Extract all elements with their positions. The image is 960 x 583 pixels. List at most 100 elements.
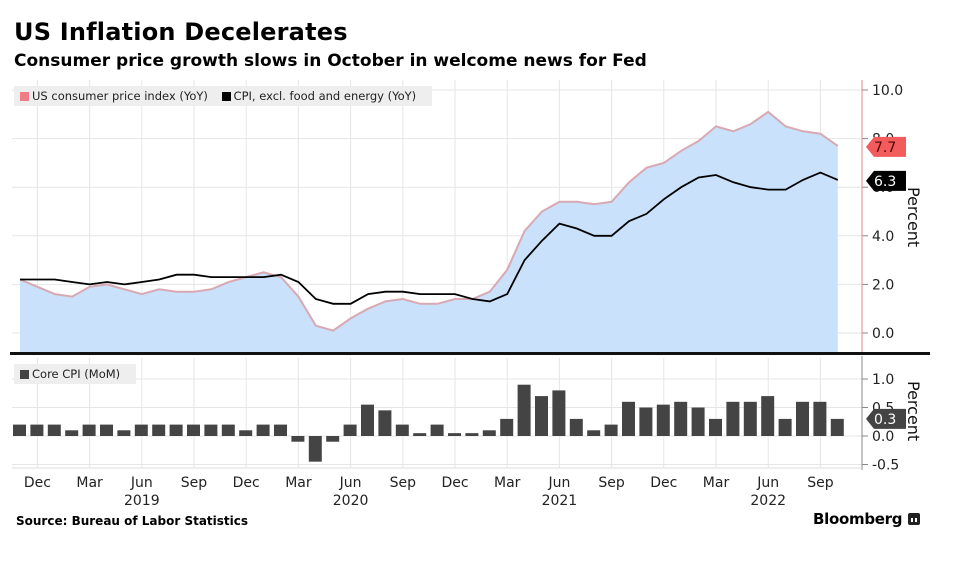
legend-item-cpi[interactable]: US consumer price index (YoY) — [20, 89, 208, 103]
bar-swatch-icon — [20, 370, 29, 379]
core-mom-bar — [691, 407, 705, 436]
cpi-swatch-icon — [20, 92, 29, 101]
core-mom-bar — [361, 404, 374, 436]
core-last-value-tag-label: 6.3 — [874, 174, 896, 190]
panel-separator — [10, 352, 930, 355]
xtick-label: Mar — [703, 475, 730, 491]
core-mom-bar — [430, 424, 444, 436]
ytick-label-top: 0.0 — [872, 326, 894, 342]
xtick-year-label: 2021 — [542, 493, 578, 509]
legend-item-core[interactable]: CPI, excl. food and energy (YoY) — [221, 89, 417, 103]
core-mom-bar — [274, 424, 287, 436]
core-mom-bar — [308, 436, 322, 462]
chart-subtitle: Consumer price growth slows in October i… — [14, 51, 647, 71]
xtick-label: Dec — [650, 475, 677, 491]
core-mom-bar — [552, 390, 566, 436]
bottom-legend: Core CPI (MoM) — [14, 364, 137, 384]
core-mom-bar — [674, 401, 688, 436]
core-mom-bar — [169, 424, 183, 436]
ytick-label-top: 2.0 — [872, 277, 894, 293]
xtick-label: Mar — [285, 475, 312, 491]
xtick-label: Dec — [233, 475, 260, 491]
core-mom-bar — [639, 407, 653, 436]
core-mom-bar — [778, 418, 792, 436]
top-legend: US consumer price index (YoY) CPI, excl.… — [14, 86, 433, 106]
xtick-label: Jun — [756, 475, 779, 491]
core-mom-bar — [204, 424, 218, 436]
xtick-label: Sep — [181, 475, 208, 491]
core-mom-bar — [743, 401, 757, 436]
core-line-layer — [20, 171, 839, 305]
brand-label: Bloomberg — [813, 510, 903, 528]
core-last-value-tag-shape — [866, 170, 906, 191]
core-mom-bar — [134, 424, 148, 436]
core-mom-bar — [100, 424, 113, 436]
ytick-label-top: 4.0 — [872, 229, 894, 245]
core-mom-bar — [796, 401, 809, 436]
core-mom-bar — [65, 430, 79, 436]
chart-title: US Inflation Decelerates — [14, 18, 348, 46]
xtick-label: Jun — [547, 475, 570, 491]
core-mom-bar — [239, 430, 253, 436]
mom-last-value-tag: 0.3 — [866, 408, 906, 429]
core-mom-bar — [656, 404, 670, 436]
legend-label-core: CPI, excl. food and energy (YoY) — [233, 89, 417, 103]
core-mom-bar — [500, 418, 514, 436]
core-last-value-tag: 6.3 — [866, 170, 906, 191]
xtick-label: Jun — [130, 475, 153, 491]
x-axis-labels: Dec Mar Jun 2019 Sep Dec Mar Jun 2020 Sep Dec Mar Ju… — [24, 475, 834, 509]
bloomberg-chart-icon — [908, 513, 921, 525]
xtick-label: Sep — [807, 475, 834, 491]
core-mom-bar — [413, 433, 427, 436]
mom-last-value-tag-shape — [866, 408, 906, 429]
bloomberg-logo: Bloomberg — [813, 510, 921, 528]
cpi-last-value-tag-label: 7.7 — [874, 140, 896, 156]
core-mom-bar — [830, 418, 844, 436]
xtick-label: Jun — [339, 475, 362, 491]
cpi-last-value-tag: 7.7 — [866, 136, 906, 157]
core-mom-bar — [517, 384, 531, 436]
core-mom-bar — [343, 424, 357, 436]
y-axis-title-top: Percent — [904, 187, 923, 247]
cpi-area-layer — [19, 110, 839, 353]
mom-last-value-tag-label: 0.3 — [874, 412, 896, 428]
core-mom-bar — [604, 424, 618, 436]
xtick-label: Dec — [441, 475, 468, 491]
core-mom-bars — [13, 384, 844, 462]
xtick-label: Dec — [24, 475, 51, 491]
ytick-label-top: 10.0 — [872, 83, 903, 99]
core-mom-bar — [47, 424, 61, 436]
core-mom-bar — [221, 424, 235, 436]
core-line — [20, 171, 839, 305]
core-swatch-icon — [221, 92, 231, 101]
core-mom-bar — [256, 424, 270, 436]
xtick-label: Sep — [598, 475, 625, 491]
core-mom-bar — [448, 433, 461, 436]
source-note: Source: Bureau of Labor Statistics — [16, 514, 249, 528]
cpi-last-value-tag-shape — [866, 136, 906, 157]
xtick-label: Mar — [76, 475, 103, 491]
core-mom-bar — [587, 430, 601, 436]
core-mom-bar — [395, 424, 409, 436]
core-mom-bar — [13, 424, 26, 436]
core-mom-bar — [187, 424, 200, 436]
core-mom-bar — [117, 430, 131, 436]
xtick-year-label: 2022 — [750, 493, 786, 509]
xtick-year-label: 2019 — [124, 493, 160, 509]
legend-item-core-mom[interactable]: Core CPI (MoM) — [20, 367, 120, 381]
core-mom-bar — [291, 436, 305, 442]
ytick-label-bottom: -0.5 — [872, 458, 899, 474]
ytick-label-bottom: 0.0 — [872, 429, 894, 445]
legend-label-core-mom: Core CPI (MoM) — [32, 367, 121, 381]
core-mom-bar — [709, 418, 722, 436]
cpi-line — [19, 110, 839, 332]
core-mom-bar — [813, 401, 827, 436]
core-mom-bar — [622, 401, 635, 436]
axes: 10.08.06.04.02.00.01.00.50.0-0.5PercentP… — [10, 80, 930, 474]
y-axis-title-bottom: Percent — [904, 381, 923, 441]
core-mom-bar — [535, 396, 548, 436]
xtick-label: Sep — [390, 475, 417, 491]
legend-label-cpi: US consumer price index (YoY) — [32, 89, 208, 103]
core-mom-bar — [482, 430, 496, 436]
